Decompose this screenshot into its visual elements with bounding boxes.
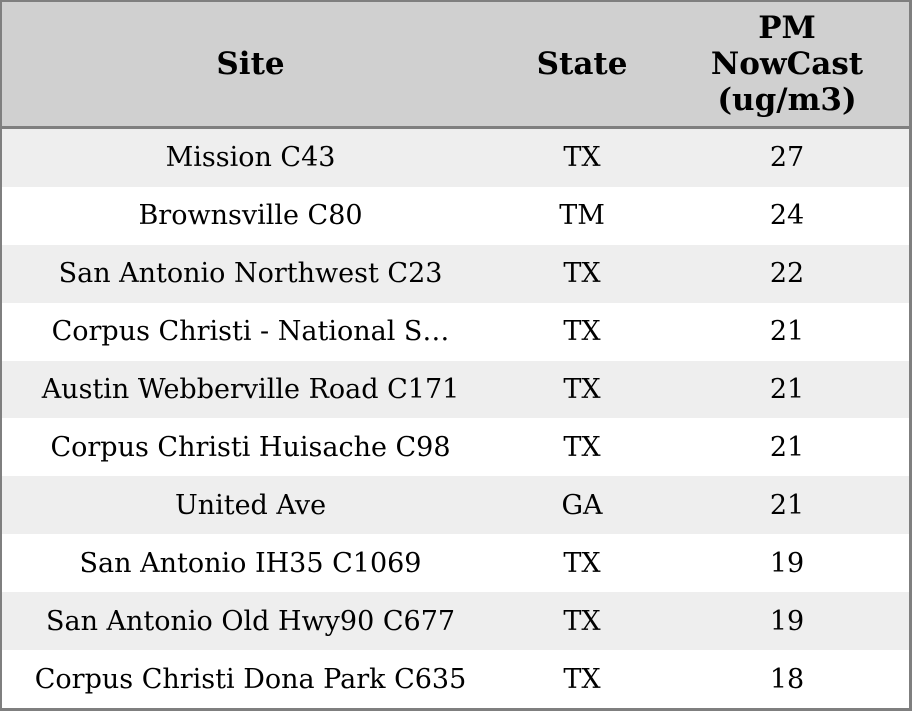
pm-header-line-3: (ug/m3) — [717, 82, 857, 118]
header-row: Site State PM NowCast (ug/m3) — [2, 2, 909, 129]
state-cell: TX — [563, 547, 601, 579]
site-cell: Corpus Christi - National S… — [51, 316, 450, 348]
pm-nowcast-cell: 21 — [769, 374, 805, 405]
state-cell: GA — [561, 489, 603, 521]
state-cell: TX — [563, 374, 601, 405]
table-row: San Antonio Northwest C23 TX 22 — [2, 244, 909, 303]
table-row: Mission C43 TX 27 — [2, 129, 909, 187]
table-row: Corpus Christi Dona Park C635 TX 18 — [2, 650, 909, 708]
pm-nowcast-cell: 27 — [769, 142, 805, 174]
table-row: Corpus Christi Huisache C98 TX 21 — [2, 418, 909, 477]
table-header: Site State PM NowCast (ug/m3) — [2, 2, 909, 129]
table-row: San Antonio Old Hwy90 C677 TX 19 — [2, 592, 909, 651]
table-row: United Ave GA 21 — [2, 476, 909, 535]
table-row: Brownsville C80 TM 24 — [2, 186, 909, 245]
table-row: San Antonio IH35 C1069 TX 19 — [2, 534, 909, 593]
column-header-state[interactable]: State — [499, 2, 666, 129]
table-row: Austin Webberville Road C171 TX 21 — [2, 360, 909, 419]
site-cell: Austin Webberville Road C171 — [41, 374, 460, 405]
pm-nowcast-cell: 19 — [769, 605, 805, 637]
pm-nowcast-cell: 21 — [769, 316, 805, 348]
site-cell: San Antonio Old Hwy90 C677 — [45, 605, 456, 637]
table-row: Corpus Christi - National S… TX 21 — [2, 302, 909, 361]
state-cell: TX — [563, 142, 601, 174]
site-cell: Corpus Christi Huisache C98 — [50, 431, 451, 463]
pm-nowcast-cell: 21 — [769, 489, 805, 521]
site-cell: Brownsville C80 — [138, 200, 363, 232]
state-cell: TX — [563, 663, 601, 695]
site-cell: Corpus Christi Dona Park C635 — [34, 663, 467, 695]
pm-nowcast-cell: 24 — [769, 200, 805, 232]
pm-nowcast-cell: 18 — [769, 663, 805, 695]
pm-header-line-2: NowCast — [710, 46, 864, 82]
state-cell: TX — [563, 258, 601, 290]
column-header-pm-nowcast[interactable]: PM NowCast (ug/m3) — [665, 2, 909, 129]
pm-header-line-1: PM — [758, 10, 816, 46]
state-cell: TX — [563, 605, 601, 637]
column-header-site[interactable]: Site — [2, 2, 500, 129]
table-body: Mission C43 TX 27 Brownsville C80 TM 24 … — [2, 129, 909, 708]
state-cell: TX — [563, 316, 601, 348]
pm-nowcast-cell: 22 — [769, 258, 805, 290]
pm-nowcast-cell: 21 — [769, 431, 805, 463]
state-cell: TX — [563, 431, 601, 463]
site-cell: Mission C43 — [165, 142, 336, 174]
pm-nowcast-cell: 19 — [769, 547, 805, 579]
state-cell: TM — [559, 200, 605, 232]
site-cell: San Antonio Northwest C23 — [58, 258, 443, 290]
site-cell: United Ave — [174, 489, 327, 521]
site-cell: San Antonio IH35 C1069 — [79, 547, 422, 579]
